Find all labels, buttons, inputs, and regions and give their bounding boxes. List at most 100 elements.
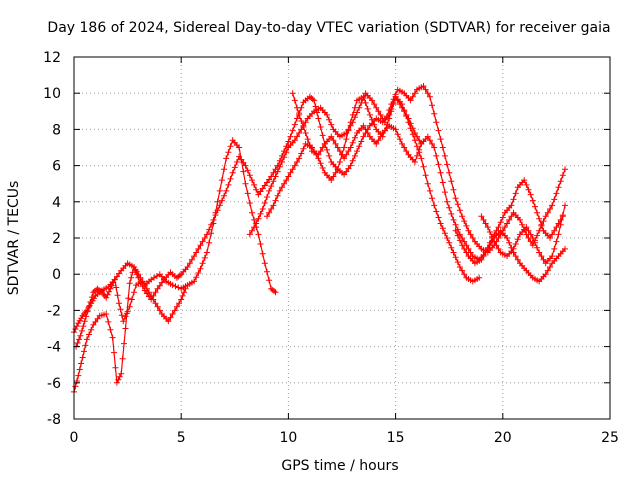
data-point <box>559 172 566 179</box>
data-point <box>467 231 474 238</box>
data-point <box>253 220 260 227</box>
data-point <box>249 209 255 216</box>
data-point <box>478 213 485 220</box>
data-point <box>562 245 568 252</box>
data-point <box>388 108 395 115</box>
data-point <box>197 242 204 249</box>
data-point <box>291 137 298 144</box>
data-point <box>199 238 206 245</box>
data-point <box>448 244 455 251</box>
data-point <box>210 216 217 223</box>
data-point <box>330 173 337 180</box>
data-point <box>317 124 324 130</box>
data-point <box>431 144 438 151</box>
data-point <box>349 139 356 146</box>
data-point <box>341 155 348 162</box>
data-point <box>508 213 515 220</box>
data-point <box>272 173 279 180</box>
data-point <box>259 206 266 212</box>
series-track-2 <box>71 93 483 395</box>
data-point <box>172 283 179 290</box>
data-point <box>191 278 198 285</box>
data-point <box>544 267 551 274</box>
data-point <box>225 149 232 156</box>
data-point <box>465 227 472 234</box>
data-point <box>111 349 117 356</box>
data-point <box>450 216 457 223</box>
data-point <box>73 323 80 330</box>
data-point <box>113 284 120 291</box>
data-point <box>435 214 442 221</box>
series-track-1 <box>71 137 279 336</box>
data-point <box>317 148 324 155</box>
data-point <box>536 249 543 256</box>
data-point <box>435 127 442 134</box>
data-point <box>268 183 275 190</box>
data-point <box>150 296 157 303</box>
data-point <box>281 154 288 161</box>
data-point <box>80 323 87 330</box>
data-point <box>527 191 534 198</box>
data-point <box>246 172 253 179</box>
data-point <box>255 231 262 238</box>
data-point <box>446 239 453 246</box>
data-point <box>416 137 423 144</box>
data-point <box>463 222 470 229</box>
data-point <box>441 230 448 237</box>
data-point <box>411 90 418 97</box>
data-point <box>255 191 262 198</box>
x-tick-label: 10 <box>279 430 297 446</box>
data-point <box>291 162 298 169</box>
data-point <box>373 140 380 147</box>
data-point <box>482 249 489 256</box>
data-point <box>392 93 399 100</box>
data-point <box>296 111 303 118</box>
data-point <box>364 130 371 136</box>
data-point <box>486 229 493 235</box>
data-point <box>386 115 393 122</box>
data-point <box>197 265 204 272</box>
data-point <box>381 127 388 134</box>
data-point <box>529 197 536 204</box>
data-point <box>259 250 266 257</box>
data-point <box>336 159 343 165</box>
data-point <box>287 133 294 140</box>
data-point <box>330 137 337 144</box>
data-point <box>176 272 183 279</box>
data-point <box>264 268 270 275</box>
data-point <box>87 299 94 305</box>
data-point <box>347 119 354 126</box>
data-point <box>154 303 161 310</box>
data-point <box>126 303 133 310</box>
data-point <box>81 318 88 325</box>
data-point <box>88 326 95 333</box>
data-point <box>332 140 339 147</box>
data-point <box>246 231 253 238</box>
data-point <box>540 256 547 263</box>
data-point <box>74 340 81 346</box>
data-point <box>221 192 228 199</box>
data-point <box>529 235 536 241</box>
data-point <box>120 318 127 325</box>
data-point <box>542 271 549 278</box>
data-point <box>122 325 129 332</box>
data-point <box>557 178 564 185</box>
data-point <box>517 216 523 223</box>
data-point <box>302 130 309 136</box>
data-point <box>358 138 365 145</box>
data-point <box>504 220 511 227</box>
data-point <box>549 253 556 260</box>
data-point <box>201 235 208 241</box>
data-point <box>446 169 453 176</box>
data-point <box>143 285 150 292</box>
data-point <box>401 144 408 151</box>
data-point <box>559 212 566 219</box>
data-point <box>349 111 356 118</box>
x-tick-label: 20 <box>494 430 512 446</box>
data-point <box>201 254 208 261</box>
series-line <box>480 205 566 264</box>
data-point <box>78 327 85 334</box>
data-point <box>227 175 234 182</box>
data-point <box>373 104 380 111</box>
